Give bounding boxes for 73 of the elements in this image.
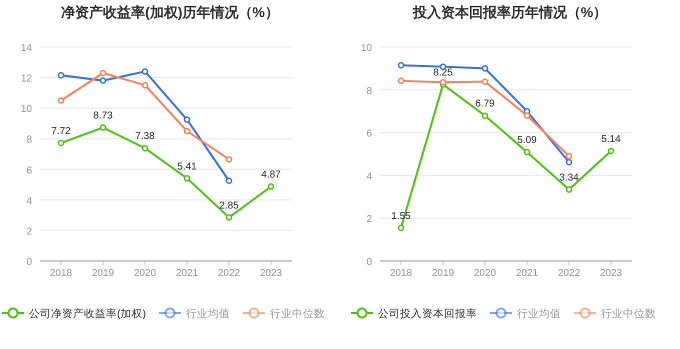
point	[398, 78, 404, 84]
y-tick-label: 0	[366, 257, 372, 268]
legend-label: 行业中位数	[270, 307, 325, 320]
y-tick-label: 4	[366, 171, 372, 182]
data-label: 2.85	[219, 200, 240, 212]
legend-label: 行业中位数	[601, 307, 656, 320]
x-tick-label: 2018	[390, 268, 413, 279]
point	[142, 68, 148, 75]
point	[184, 175, 190, 182]
point	[226, 156, 232, 163]
chart-title: 净资产收益率(加权)历年情况（%）	[61, 4, 279, 20]
y-tick-label: 6	[366, 128, 372, 140]
x-tick-label: 2020	[134, 268, 157, 279]
x-tick-label: 2020	[474, 268, 497, 279]
y-tick-label: 2	[366, 214, 372, 226]
point	[482, 112, 488, 119]
data-label: 5.14	[601, 134, 622, 146]
x-tick-label: 2023	[260, 268, 283, 279]
point	[184, 128, 190, 134]
point	[566, 158, 572, 166]
x-tick-label: 2019	[432, 268, 455, 279]
point	[184, 116, 190, 123]
point	[482, 78, 488, 85]
data-label: 7.38	[135, 131, 156, 142]
point	[524, 148, 530, 156]
x-tick-label: 2023	[600, 268, 623, 279]
data-label: 4.87	[261, 170, 282, 181]
y-tick-label: 10	[360, 43, 372, 54]
point	[100, 124, 106, 131]
x-tick-label: 2021	[176, 268, 199, 279]
data-label: 6.79	[475, 98, 496, 110]
point	[226, 214, 232, 221]
y-tick-label: 6	[26, 165, 32, 176]
data-label: 8.73	[93, 110, 114, 122]
x-tick-label: 2018	[50, 268, 73, 279]
point	[566, 186, 572, 193]
data-label: 8.25	[433, 67, 454, 78]
y-tick-label: 10	[20, 104, 32, 116]
data-label: 3.34	[559, 172, 580, 184]
y-tick-label: 8	[26, 134, 32, 146]
data-label: 5.41	[177, 161, 198, 172]
point	[58, 140, 64, 146]
x-tick-label: 2019	[92, 268, 115, 279]
data-label: 5.09	[517, 135, 538, 146]
data-label: 7.72	[51, 126, 72, 137]
point	[58, 97, 64, 104]
point	[524, 112, 530, 119]
point	[398, 62, 404, 68]
y-tick-label: 4	[26, 196, 32, 207]
point	[100, 70, 106, 76]
point	[608, 148, 614, 154]
y-tick-label: 2	[26, 226, 32, 238]
legend-label: 行业均值	[186, 307, 230, 320]
y-tick-label: 0	[26, 257, 32, 268]
point	[482, 65, 488, 72]
x-tick-label: 2022	[218, 268, 241, 279]
point	[566, 152, 572, 160]
x-tick-label: 2022	[558, 268, 581, 279]
y-tick-label: 14	[20, 43, 32, 54]
point	[226, 178, 232, 184]
point	[58, 72, 64, 79]
legend-label: 行业均值	[517, 307, 561, 320]
y-tick-label: 8	[366, 86, 372, 97]
point	[142, 82, 148, 88]
legend-label: 公司净资产收益率(加权)	[29, 307, 146, 320]
point	[142, 144, 148, 152]
legend-label: 公司投入资本回报率	[378, 307, 477, 320]
chart-title: 投入资本回报率历年情况（%）	[412, 4, 608, 20]
y-tick-label: 12	[20, 74, 32, 85]
point	[398, 224, 404, 232]
point	[268, 183, 274, 190]
x-tick-label: 2021	[516, 268, 539, 279]
point	[100, 77, 106, 84]
